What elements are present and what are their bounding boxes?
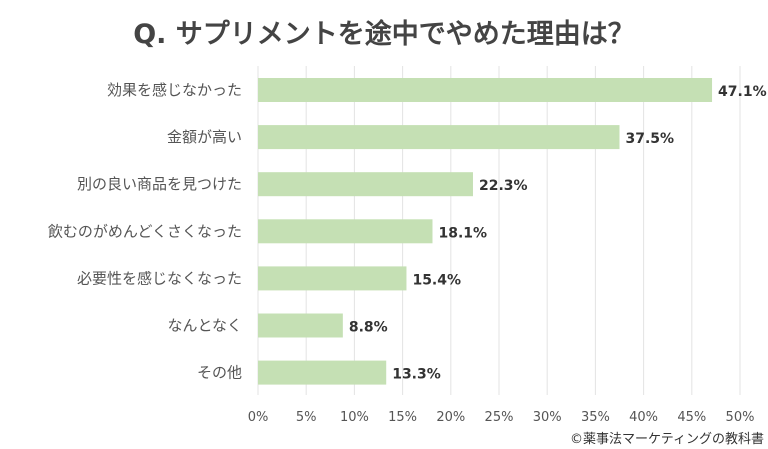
x-tick-label: 35% xyxy=(581,410,610,425)
x-tick-label: 5% xyxy=(296,410,317,425)
data-label: 13.3% xyxy=(392,367,441,383)
category-label: 必要性を感じなくなった xyxy=(77,269,242,287)
bar xyxy=(258,172,473,197)
x-tick-label: 25% xyxy=(485,410,514,425)
x-tick-label: 50% xyxy=(726,410,755,425)
data-label: 15.4% xyxy=(412,272,461,288)
copyright-credit: ©薬事法マーケティングの教科書 xyxy=(570,432,764,447)
x-tick-label: 30% xyxy=(533,410,562,425)
x-tick-label: 45% xyxy=(677,410,706,425)
category-label: なんとなく xyxy=(167,317,242,335)
category-label: 飲むのがめんどくさくなった xyxy=(48,222,242,240)
data-label: 22.3% xyxy=(479,178,528,194)
chart-title: Q. サプリメントを途中でやめた理由は？ xyxy=(133,19,635,50)
x-tick-label: 0% xyxy=(248,410,269,425)
x-tick-label: 40% xyxy=(629,410,658,425)
category-label: その他 xyxy=(197,364,242,382)
x-tick-label: 20% xyxy=(436,410,465,425)
bar xyxy=(258,125,620,150)
bar xyxy=(258,219,433,244)
data-label: 47.1% xyxy=(718,84,767,100)
category-label: 効果を感じなかった xyxy=(107,81,242,99)
category-label: 金額が高い xyxy=(167,128,242,146)
x-tick-label: 15% xyxy=(388,410,417,425)
bar xyxy=(258,313,343,338)
data-label: 8.8% xyxy=(349,320,388,336)
bar xyxy=(258,360,387,385)
x-tick-label: 10% xyxy=(340,410,369,425)
bar xyxy=(258,78,713,102)
data-label: 37.5% xyxy=(626,131,675,147)
bar xyxy=(258,266,407,291)
category-label: 別の良い商品を見つけた xyxy=(77,175,242,193)
data-label: 18.1% xyxy=(438,225,487,241)
